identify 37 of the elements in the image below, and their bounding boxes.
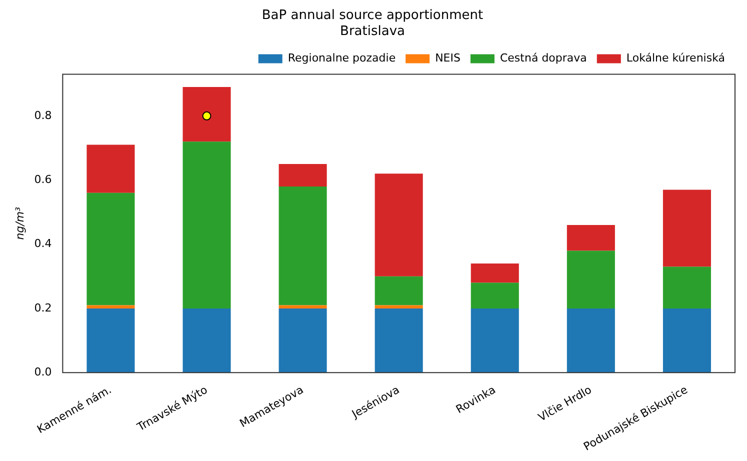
bar <box>662 266 711 308</box>
bar <box>470 282 519 308</box>
bar <box>374 305 423 308</box>
bar <box>278 305 327 308</box>
bar <box>182 308 231 373</box>
x-tick-label: Vlčie Hrdlo <box>536 383 594 424</box>
y-tick-label: 0.8 <box>34 108 52 122</box>
legend-label: Regionalne pozadie <box>288 52 396 65</box>
bar <box>470 308 519 373</box>
bar <box>662 308 711 373</box>
bar <box>470 264 519 283</box>
bar <box>86 305 135 308</box>
bar <box>566 250 615 308</box>
bar <box>182 87 231 142</box>
y-tick-label: 0.2 <box>34 301 52 314</box>
bar <box>86 192 135 306</box>
bar <box>278 164 327 187</box>
bar <box>374 308 423 373</box>
bar <box>374 276 423 306</box>
bar <box>86 144 135 193</box>
chart-subtitle: Bratislava <box>340 24 405 39</box>
bar <box>662 190 711 267</box>
bar <box>278 186 327 306</box>
y-tick-label: 0.6 <box>34 172 52 186</box>
legend-label: Lokálne kúreniská <box>626 52 726 65</box>
bar <box>566 225 615 251</box>
bar <box>278 308 327 373</box>
chart-title: BaP annual source apportionment <box>262 8 484 24</box>
bar <box>182 142 231 308</box>
legend-label: Cestná doprava <box>500 52 587 65</box>
bar <box>374 174 423 276</box>
legend-label: NEIS <box>435 52 461 65</box>
y-tick-label: 0.4 <box>34 237 52 250</box>
bar <box>566 308 615 373</box>
y-tick-label: 0.0 <box>34 366 52 378</box>
bar <box>86 308 135 373</box>
y-axis-title: ng/m³ <box>13 206 26 240</box>
